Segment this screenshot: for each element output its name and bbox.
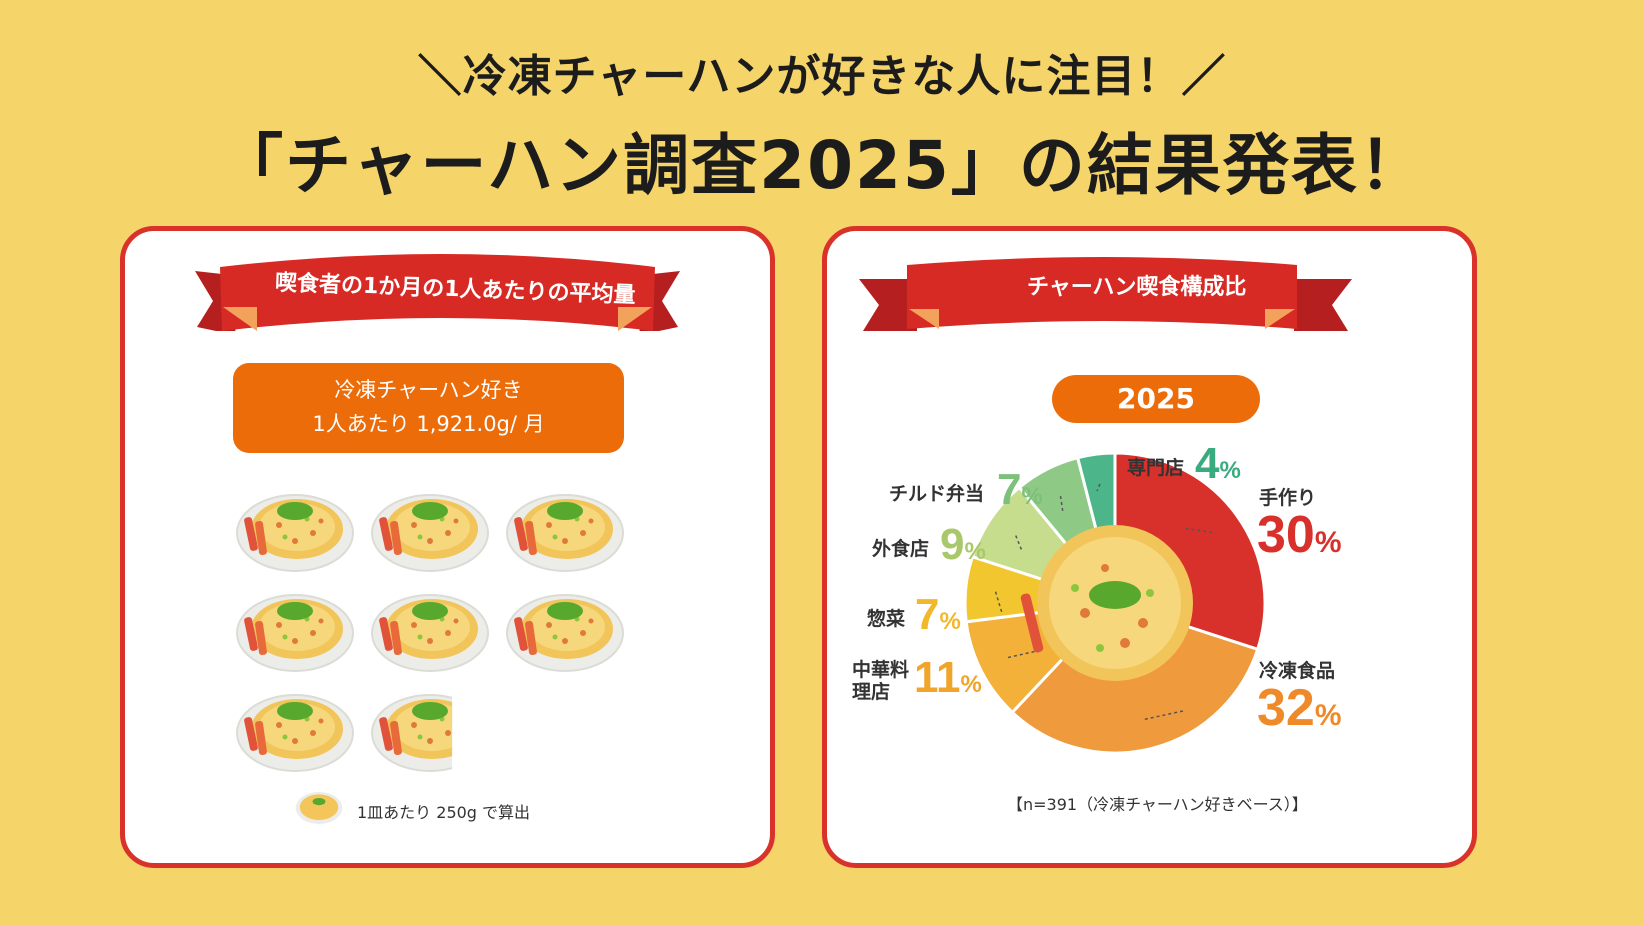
pie-label-5: 外食店 — [872, 538, 930, 560]
pie-label-4: 惣菜 — [867, 608, 906, 630]
pie-value-2: 32% — [1257, 679, 1342, 737]
ribbon-banner — [195, 254, 680, 331]
pie-label-1: 手作り — [1259, 487, 1317, 509]
pie-value-5: 9% — [940, 520, 986, 569]
plate-footnote: 1皿あたり 250g で算出 — [357, 803, 531, 822]
pie-label-2: 冷凍食品 — [1259, 660, 1336, 682]
headline-subtitle: ＼冷凍チャーハンが好きな人に注目！／ — [417, 51, 1227, 102]
fried-rice-plate — [506, 494, 624, 572]
leader-line-4 — [994, 591, 1003, 614]
year-badge: 2025 — [1052, 375, 1260, 423]
pie-value-7: 4% — [1195, 439, 1241, 488]
fried-rice-plate — [236, 694, 354, 772]
fried-rice-plate — [236, 494, 354, 572]
headline-title: 「チャーハン調査2025」の結果発表！ — [217, 127, 1427, 204]
sample-size-note: 【n=391（冷凍チャーハン好きベース）】 — [1007, 795, 1308, 814]
pie-label-7: 専門店 — [1127, 457, 1185, 479]
leader-line-3 — [1007, 650, 1038, 659]
pie-value-6: 7% — [997, 465, 1043, 514]
average-consumption-card: 喫食者の1か月の1人あたりの平均量 冷凍チャーハン好き 1人あたり 1,921.… — [120, 226, 775, 868]
fried-rice-plate — [371, 494, 489, 572]
fried-rice-plate — [506, 594, 624, 672]
pie-label-6: チルド弁当 — [889, 483, 985, 505]
leader-line-1 — [1182, 527, 1213, 534]
leader-line-7 — [1096, 483, 1101, 492]
leader-line-6 — [1059, 495, 1064, 514]
pie-value-4: 7% — [915, 590, 961, 639]
composition-card: チャーハン喫食構成比 2025 手作り 30% 冷凍食品 32% 中華料理店 11% 惣菜 7… — [822, 226, 1477, 868]
average-amount-badge: 冷凍チャーハン好き 1人あたり 1,921.0g/ 月 — [233, 363, 624, 453]
leader-line-2 — [1144, 710, 1184, 720]
ribbon-title: チャーハン喫食構成比 — [1027, 275, 1247, 300]
pie-value-3: 11% — [914, 653, 982, 702]
ribbon-banner — [859, 257, 1352, 331]
composition-pie-chart — [963, 451, 1267, 755]
fried-rice-plate — [371, 594, 489, 672]
fried-rice-center-image — [1020, 525, 1193, 681]
badge-label: 冷凍チャーハン好き — [334, 378, 523, 402]
small-plate-icon — [295, 792, 343, 824]
pie-value-1: 30% — [1257, 506, 1342, 564]
badge-value: 1人あたり 1,921.0g/ 月 — [312, 412, 545, 436]
leader-line-5 — [1015, 535, 1023, 552]
fried-rice-plate — [236, 594, 354, 672]
pie-label-3: 中華料理店 — [852, 659, 910, 703]
fried-rice-plate — [371, 694, 453, 772]
